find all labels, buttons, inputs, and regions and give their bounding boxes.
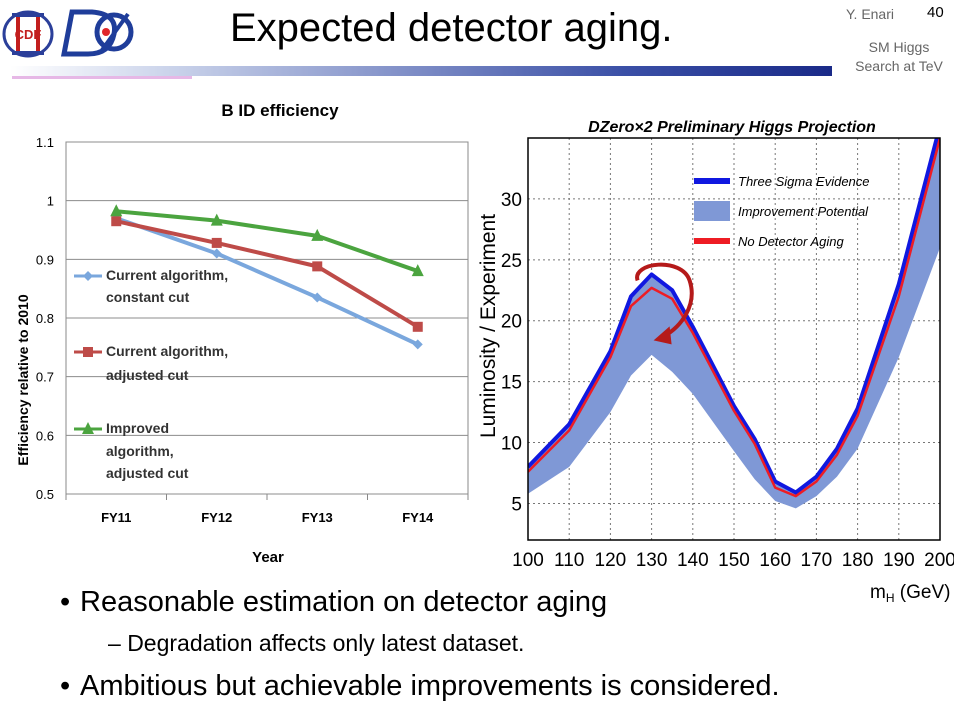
sub-bullet-item: – Degradation affects only latest datase…	[108, 630, 524, 657]
chart1-data-point	[210, 213, 223, 226]
chart2-legend-swatch	[694, 178, 730, 184]
bullet-text: Reasonable estimation on detector aging	[80, 586, 608, 618]
chart1-legend-marker	[83, 271, 93, 281]
chart1-xtick-label: FY12	[201, 510, 232, 525]
sub-bullet-text: Degradation affects only latest dataset.	[127, 630, 525, 656]
chart1-legend-label: adjusted cut	[106, 367, 189, 383]
experiment-logos: CDF DØ	[2, 9, 134, 61]
chart2-legend-label: Improvement Potential	[738, 204, 869, 219]
chart1-xtick-label: FY13	[302, 510, 333, 525]
chart2-arrow-curve	[635, 262, 694, 339]
chart2-legend-swatch	[694, 201, 730, 221]
bullet-dot-icon: •	[60, 670, 71, 702]
header-bar	[10, 66, 832, 76]
chart1-legend-label: algorithm,	[106, 443, 174, 459]
chart1-data-point	[211, 248, 222, 259]
bullet-item: • Reasonable estimation on detector aging	[60, 586, 607, 619]
chart2-title: DZero×2 Preliminary Higgs Projection	[588, 119, 876, 136]
chart1-ytick-label: 0.5	[36, 487, 54, 502]
chart1-legend-label: Improved	[106, 420, 169, 436]
chart1-data-point	[211, 237, 222, 248]
chart1-series-line	[116, 209, 419, 273]
chart1-legend-label: adjusted cut	[106, 465, 189, 481]
talk-title: SM Higgs Search at TeV	[840, 38, 958, 76]
chart1-legend-label: Current algorithm,	[106, 267, 228, 283]
chart2-three-sigma-line	[528, 138, 939, 495]
author-name: Y. Enari	[846, 6, 894, 22]
chart2-xtick-label: 140	[677, 550, 709, 571]
chart2-arrow-head	[653, 326, 672, 345]
higgs-projection-chart: DZero×2 Preliminary Higgs Projection Lum…	[477, 119, 954, 604]
bullet-text: Ambitious but achievable improvements is…	[80, 670, 780, 702]
chart1-data-point	[412, 339, 423, 350]
chart2-xlabel: mH (GeV)	[870, 582, 950, 604]
chart1-xtick-label: FY14	[402, 510, 434, 525]
chart2-xtick-label: 190	[883, 550, 915, 571]
chart1-series-line	[115, 216, 419, 347]
page-number: 40	[927, 4, 944, 21]
chart1-ytick-label: 0.9	[36, 252, 54, 267]
chart1-data-point	[312, 261, 323, 272]
chart2-legend-label: Three Sigma Evidence	[738, 174, 870, 189]
chart2-xtick-label: 200	[924, 550, 954, 571]
chart2-ytick-label: 20	[501, 312, 522, 333]
chart2-no-aging-line	[528, 138, 940, 498]
chart1-ytick-label: 0.6	[36, 428, 54, 443]
slide-title: Expected detector aging.	[230, 6, 673, 50]
chart1-data-point	[110, 204, 123, 217]
chart1-ytick-label: 0.7	[36, 370, 54, 385]
chart1-ytick-label: 0.8	[36, 311, 54, 326]
chart2-xtick-label: 100	[512, 550, 544, 571]
chart2-xtick-label: 130	[636, 550, 668, 571]
chart2-data-layer	[528, 138, 940, 509]
chart2-xtick-label: 150	[718, 550, 750, 571]
chart2-ytick-label: 25	[501, 251, 522, 272]
chart1-data-point	[411, 264, 424, 277]
chart1-ytick-label: 1.1	[36, 135, 54, 150]
bullet-dot-icon: •	[60, 586, 71, 618]
talk-title-line2: Search at TeV	[855, 58, 943, 74]
chart1-data-point	[111, 216, 122, 227]
chart1-series-line	[115, 219, 419, 329]
bid-efficiency-chart: B ID efficiency Efficiency relative to 2…	[15, 101, 469, 566]
chart2-legend-swatch	[694, 238, 730, 244]
chart2-xtick-label: 120	[595, 550, 627, 571]
chart1-ytick-label: 1	[47, 194, 54, 209]
chart2-ytick-label: 10	[501, 434, 522, 455]
dzero-logo: DØ	[60, 9, 134, 61]
chart2-xtick-label: 170	[801, 550, 833, 571]
chart1-legend-label: constant cut	[106, 289, 190, 305]
chart1-legend-label: Current algorithm,	[106, 343, 228, 359]
chart2-ytick-label: 5	[511, 494, 522, 515]
chart1-legend-marker	[82, 422, 94, 434]
chart2-xtick-label: 160	[759, 550, 791, 571]
chart2-ylabel: Luminosity / Experiment	[477, 214, 500, 438]
chart2-ytick-label: 15	[501, 373, 522, 394]
chart2-frame	[527, 137, 941, 541]
chart2-xtick-label: 180	[842, 550, 874, 571]
chart1-data-point	[311, 228, 324, 241]
talk-title-line1: SM Higgs	[868, 39, 930, 55]
header-accent-bar	[12, 76, 192, 79]
chart2-improvement-band	[528, 138, 940, 509]
chart1-legend-marker	[83, 347, 93, 357]
chart1-data-point	[412, 321, 423, 332]
chart1-data-point	[312, 292, 323, 303]
chart1-xtick-label: FY11	[101, 510, 131, 525]
bullet-item: • Ambitious but achievable improvements i…	[60, 670, 780, 703]
cdf-logo-text: CDF	[15, 27, 42, 42]
dash-icon: –	[108, 630, 128, 656]
chart2-legend-label: No Detector Aging	[738, 234, 845, 249]
chart2-ytick-label: 30	[501, 190, 522, 211]
chart1-ylabel: Efficiency relative to 2010	[15, 294, 31, 465]
chart1-xlabel: Year	[252, 549, 284, 566]
chart2-xtick-label: 110	[554, 550, 584, 571]
chart1-title: B ID efficiency	[221, 101, 339, 120]
dzero-logo-text: DØ	[82, 58, 84, 61]
cdf-logo: CDF	[2, 10, 54, 58]
